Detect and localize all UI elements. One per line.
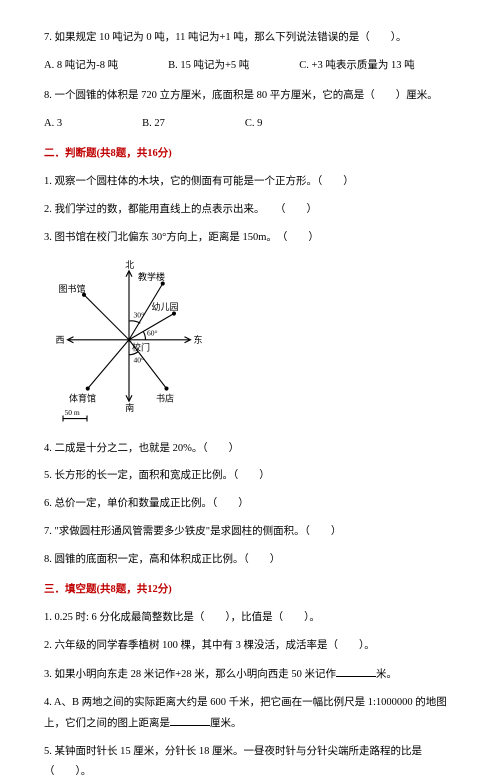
- s2-q7: 7. "求做圆柱形通风管需要多少铁皮"是求圆柱的侧面积。（ ）: [44, 522, 456, 542]
- s2-q1: 1. 观察一个圆柱体的木块，它的侧面有可能是一个正方形。（ ）: [44, 172, 456, 192]
- lbl-gym: 体育馆: [69, 392, 96, 403]
- lbl-center: 校门: [132, 341, 150, 352]
- dir-east: 东: [194, 333, 203, 344]
- dir-west: 西: [56, 334, 65, 344]
- lbl-scale: 50 m: [65, 407, 80, 416]
- s3-q1: 1. 0.25 时: 6 分化成最简整数比是（ ），比值是（ ）。: [44, 608, 456, 628]
- question-7: 7. 如果规定 10 吨记为 0 吨，11 吨记为+1 吨，那么下列说法错误的是…: [44, 28, 456, 48]
- lbl-angle1: 30°: [134, 310, 145, 319]
- q7-optA: A. 8 吨记为-8 吨: [44, 56, 118, 76]
- s3-q3: 3. 如果小明向东走 28 米记作+28 米，那么小明向西走 50 米记作 米。: [44, 664, 456, 685]
- q7-optB: B. 15 吨记为+5 吨: [168, 56, 249, 76]
- s2-q4: 4. 二成是十分之二，也就是 20%。（ ）: [44, 439, 456, 459]
- dir-south: 南: [125, 402, 134, 413]
- q7-stem: 7. 如果规定 10 吨记为 0 吨，11 吨记为+1 吨，那么下列说法错误的是…: [44, 32, 407, 43]
- s2-q5: 5. 长方形的长一定，面积和宽成正比例。（ ）: [44, 466, 456, 486]
- s3-q2: 2. 六年级的同学春季植树 100 棵，其中有 3 棵没活，成活率是（ ）。: [44, 636, 456, 656]
- lbl-library: 图书馆: [59, 282, 86, 293]
- q8-optA: A. 3: [44, 114, 62, 134]
- section3-title: 三．填空题(共8题，共12分): [44, 580, 456, 600]
- lbl-bookstore: 书店: [156, 392, 174, 403]
- s2-q6: 6. 总价一定，单价和数量成正比例。（ ）: [44, 494, 456, 514]
- q8-options: A. 3 B. 27 C. 9: [44, 114, 456, 134]
- blank-q3: [336, 664, 376, 677]
- s3-q4b: 厘米。: [210, 718, 242, 729]
- s2-q3: 3. 图书馆在校门北偏东 30°方向上，距离是 150m。 （ ）: [44, 228, 456, 248]
- s3-q4: 4. A、B 两地之间的实际距离大约是 600 千米，把它画在一幅比例尺是 1:…: [44, 693, 456, 734]
- lbl-teaching: 教学楼: [138, 270, 165, 281]
- dir-north: 北: [125, 259, 134, 269]
- section2-title: 二．判断题(共8题，共16分): [44, 144, 456, 164]
- q8-optB: B. 27: [142, 114, 165, 134]
- q7-options: A. 8 吨记为-8 吨 B. 15 吨记为+5 吨 C. +3 吨表示质量为 …: [44, 56, 456, 76]
- lbl-angle2: 60°: [147, 328, 158, 337]
- s3-q3a: 3. 如果小明向东走 28 米记作+28 米，那么小明向西走 50 米记作: [44, 669, 336, 680]
- campus-diagram: 北 南 东 西 校门 教学楼 图书馆 幼儿园 书店 体育馆 30° 60° 40…: [54, 256, 204, 431]
- s3-q3b: 米。: [376, 669, 397, 680]
- s3-q5: 5. 某钟面时针长 15 厘米，分针长 18 厘米。一昼夜时针与分针尖端所走路程…: [44, 742, 456, 782]
- lbl-angle3: 40°: [134, 355, 145, 364]
- question-8: 8. 一个圆锥的体积是 720 立方厘米，底面积是 80 平方厘米，它的高是（ …: [44, 86, 456, 106]
- lbl-kindergarten: 幼儿园: [152, 300, 179, 311]
- q8-optC: C. 9: [245, 114, 263, 134]
- s3-q4a: 4. A、B 两地之间的实际距离大约是 600 千米，把它画在一幅比例尺是 1:…: [44, 697, 447, 729]
- s2-q8: 8. 圆锥的底面积一定，高和体积成正比例。（ ）: [44, 550, 456, 570]
- q8-stem: 8. 一个圆锥的体积是 720 立方厘米，底面积是 80 平方厘米，它的高是（ …: [44, 90, 438, 101]
- q7-optC: C. +3 吨表示质量为 13 吨: [299, 56, 414, 76]
- s2-q2: 2. 我们学过的数，都能用直线上的点表示出来。 （ ）: [44, 200, 456, 220]
- blank-q4: [170, 713, 210, 726]
